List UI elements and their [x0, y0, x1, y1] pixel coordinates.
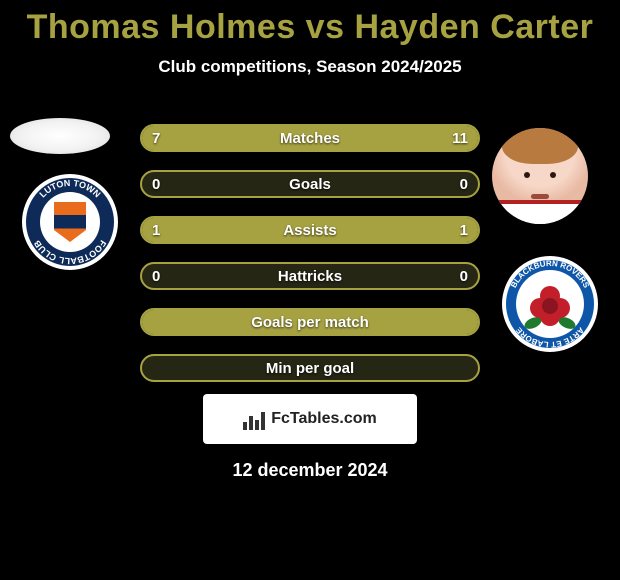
- stat-label: Matches: [142, 126, 478, 150]
- stat-row-goals-per-match: Goals per match: [140, 308, 480, 336]
- branding-badge: FcTables.com: [203, 394, 417, 444]
- stat-value-right: 1: [460, 218, 468, 242]
- stat-row-goals: 0 Goals 0: [140, 170, 480, 198]
- stats-panel: 7 Matches 11 0 Goals 0 1 Assists 1 0 Hat…: [140, 124, 480, 400]
- stat-row-hattricks: 0 Hattricks 0: [140, 262, 480, 290]
- player-right-crest: BLACKBURN ROVERS ARTE ET LABORE: [502, 256, 598, 352]
- footer-block: FcTables.com 12 december 2024: [0, 394, 620, 481]
- page-title: Thomas Holmes vs Hayden Carter: [0, 8, 620, 47]
- player-left-crest: LUTON TOWN FOOTBALL CLUB: [22, 174, 118, 270]
- stat-row-matches: 7 Matches 11: [140, 124, 480, 152]
- player-left-avatar: [10, 118, 110, 154]
- page-subtitle: Club competitions, Season 2024/2025: [0, 57, 620, 77]
- stat-label: Goals per match: [142, 310, 478, 334]
- stat-label: Min per goal: [142, 356, 478, 380]
- comparison-infographic: Thomas Holmes vs Hayden Carter Club comp…: [0, 0, 620, 580]
- stat-value-right: 11: [452, 126, 468, 150]
- stat-value-right: 0: [460, 172, 468, 196]
- branding-label: FcTables.com: [271, 410, 377, 428]
- date-text: 12 december 2024: [0, 460, 620, 481]
- stat-label: Hattricks: [142, 264, 478, 288]
- player-right-avatar: [492, 128, 588, 224]
- stat-label: Assists: [142, 218, 478, 242]
- crest-right-rose-icon: [530, 286, 570, 326]
- stat-label: Goals: [142, 172, 478, 196]
- bar-chart-icon: [243, 408, 265, 430]
- stat-row-min-per-goal: Min per goal: [140, 354, 480, 382]
- stat-row-assists: 1 Assists 1: [140, 216, 480, 244]
- stat-value-right: 0: [460, 264, 468, 288]
